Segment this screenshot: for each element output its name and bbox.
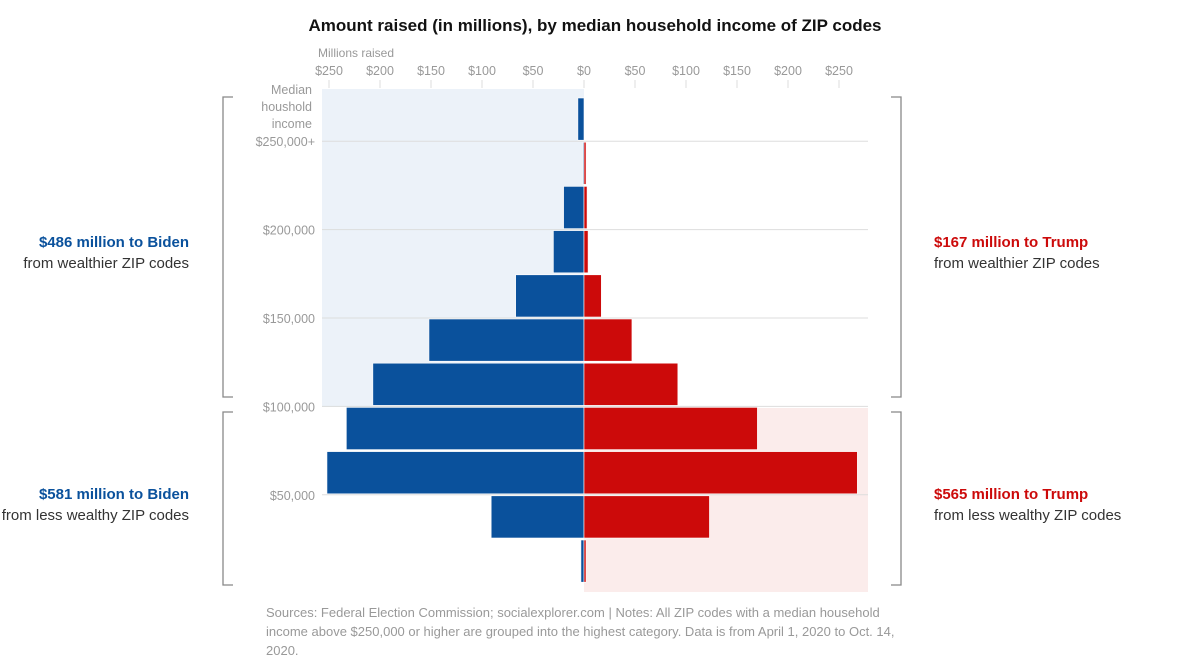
x-tick-label: $100 [468,64,496,78]
annotation-bold: $581 million to Biden [38,486,189,503]
x-tick-label: $250 [825,64,853,78]
y-tick-label: $100,000 [263,400,315,414]
y-tick-label: $200,000 [263,224,315,238]
annotation-trump-less: $565 million to Trump from less wealthy … [934,484,1134,526]
bar-biden [553,230,585,274]
bar-trump [583,230,589,274]
annotation-bold: $486 million to Biden [38,234,189,251]
bar-trump [583,186,588,229]
annotation-biden-less: $581 million to Biden from less wealthy … [0,484,189,526]
bar-trump [583,362,679,406]
bar-biden [372,362,585,406]
bracket-biden-wealthy [222,96,233,398]
annotation-text: from wealthier ZIP codes [934,255,1100,272]
bar-biden [428,318,585,362]
x-tick-label: $150 [723,64,751,78]
bar-trump [583,495,710,539]
x-tick-label: $0 [577,64,591,78]
bar-biden [563,186,585,229]
chart-title: Amount raised (in millions), by median h… [308,16,882,35]
x-tick-label: $250 [315,64,343,78]
bar-trump [583,407,758,450]
bracket-trump-less [891,411,902,586]
annotation-bold: $167 million to Trump [934,234,1089,251]
bar-biden [577,97,585,141]
bar-trump [583,274,602,318]
annotation-text: from wealthier ZIP codes [23,255,189,272]
bar-trump [583,539,587,583]
y-axis-label: Median [271,83,312,97]
bar-biden [580,539,585,583]
source-note: Sources: Federal Election Commission; so… [266,605,895,658]
x-tick-label: $50 [523,64,544,78]
y-tick-label: $50,000 [270,489,315,503]
bar-biden [515,274,585,318]
x-tick-label: $150 [417,64,445,78]
y-axis-label: houshold [261,100,312,114]
x-tick-label: $50 [625,64,646,78]
x-axis-label: Millions raised [318,46,394,60]
x-tick-label: $100 [672,64,700,78]
bar-trump [583,451,858,495]
y-axis-label: income [272,117,312,131]
bar-biden [326,451,585,495]
bar-trump [583,318,633,362]
x-tick-label: $200 [774,64,802,78]
annotation-biden-wealthy: $486 million to Biden from wealthier ZIP… [0,232,189,274]
annotation-bold: $565 million to Trump [934,486,1089,503]
annotation-trump-wealthy: $167 million to Trump from wealthier ZIP… [934,232,1134,274]
y-tick-label: $250,000+ [256,135,315,149]
y-tick-label: $150,000 [263,312,315,326]
bracket-trump-wealthy [891,96,902,398]
bracket-biden-less [222,411,233,586]
bar-trump [583,141,587,185]
annotation-text: from less wealthy ZIP codes [934,507,1122,524]
bar-biden [346,407,585,450]
bar-biden [490,495,585,539]
x-tick-label: $200 [366,64,394,78]
annotation-text: from less wealthy ZIP codes [1,507,189,524]
